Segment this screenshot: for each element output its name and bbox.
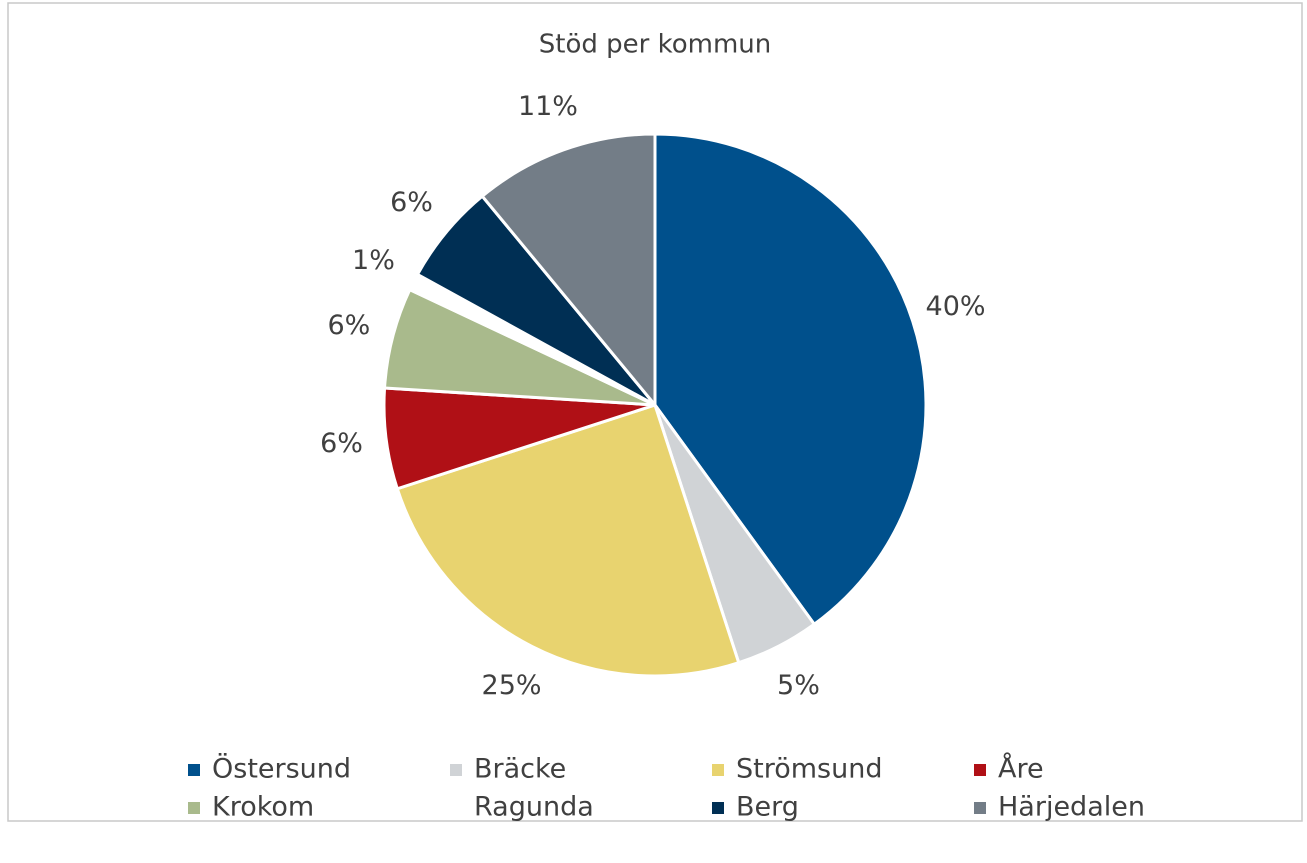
legend-label: Härjedalen [998, 792, 1145, 823]
data-label: 5% [777, 670, 820, 701]
legend-marker [188, 802, 200, 814]
data-label: 6% [390, 187, 433, 218]
data-label: 6% [328, 310, 371, 341]
legend-marker [974, 802, 986, 814]
pie-slice [653, 132, 928, 627]
legend-marker [712, 764, 724, 776]
legend-label: Bräcke [474, 754, 566, 785]
data-label: 6% [320, 428, 363, 459]
pie-slice [480, 132, 657, 410]
legend-marker [712, 802, 724, 814]
data-label: 25% [482, 670, 542, 701]
legend-marker [450, 802, 462, 814]
pie-slice [395, 403, 741, 678]
legend-marker [450, 764, 462, 776]
data-label: 1% [352, 245, 395, 276]
legend-marker [974, 764, 986, 776]
legend-label: Östersund [212, 753, 351, 785]
legend-label: Krokom [212, 792, 314, 823]
chart-title: Stöd per kommun [539, 30, 771, 60]
legend-label: Berg [736, 792, 799, 823]
data-label: 11% [518, 91, 578, 122]
legend-label: Åre [998, 753, 1044, 785]
legend-marker [188, 764, 200, 776]
legend-label: Strömsund [736, 754, 882, 785]
legend-label: Ragunda [474, 792, 594, 823]
data-label: 40% [926, 291, 986, 322]
